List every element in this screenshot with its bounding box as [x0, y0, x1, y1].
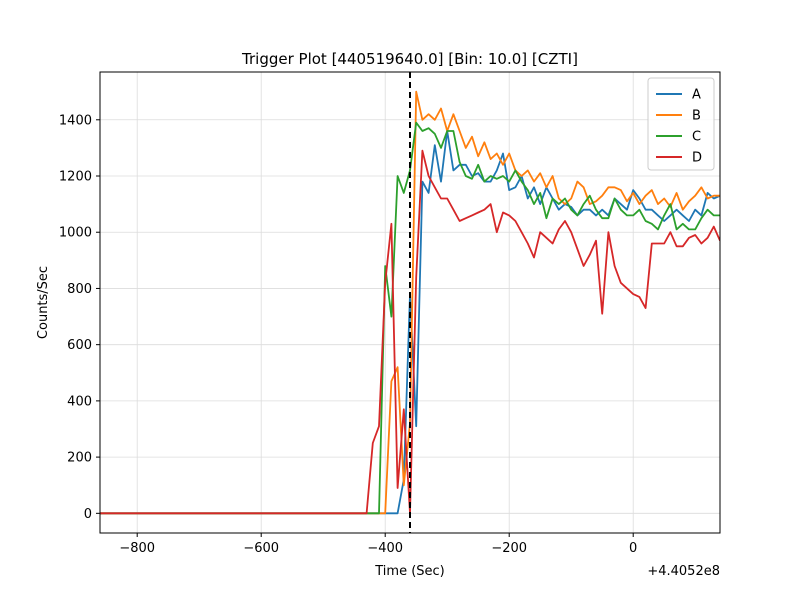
- y-tick-label: 1200: [59, 170, 92, 185]
- y-tick-label: 400: [67, 394, 92, 409]
- x-tick-label: −400: [367, 541, 403, 556]
- x-tick-label: 0: [629, 541, 637, 556]
- ticks-layer: −800 −600 −400 −200 0 0 200 400 600 800 1000 1200 14…: [59, 113, 637, 556]
- x-tick-label: −200: [491, 541, 527, 556]
- y-tick-label: 1000: [59, 226, 92, 241]
- y-axis-label: Counts/Sec: [36, 266, 51, 339]
- legend-label-a: A: [692, 88, 701, 103]
- series-line-a: [100, 130, 720, 515]
- x-axis-label: Time (Sec): [374, 564, 445, 579]
- x-tick-label: −600: [243, 541, 279, 556]
- y-tick-label: 1400: [59, 113, 92, 128]
- series-line-c: [100, 121, 720, 515]
- plot-frame: [99, 71, 721, 534]
- legend-label-d: D: [692, 151, 702, 166]
- x-tick-label: −800: [119, 541, 155, 556]
- series-line-b: [100, 90, 720, 515]
- y-tick-label: 800: [67, 282, 92, 297]
- series-line-d: [100, 149, 720, 515]
- y-tick-label: 600: [67, 338, 92, 353]
- y-tick-label: 0: [84, 507, 92, 522]
- series-layer: [100, 90, 720, 515]
- x-axis-offset-label: +4.4052e8: [647, 564, 720, 579]
- legend-label-c: C: [692, 130, 701, 145]
- legend-label-b: B: [692, 109, 701, 124]
- y-tick-label: 200: [67, 451, 92, 466]
- legend-box: [647, 77, 715, 171]
- chart-title: Trigger Plot [440519640.0] [Bin: 10.0] […: [241, 50, 578, 68]
